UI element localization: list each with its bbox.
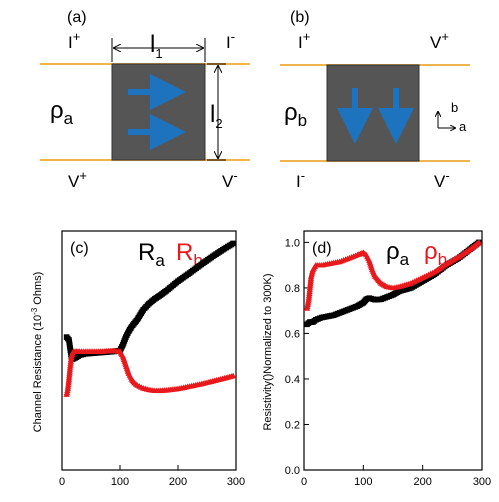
chart-d-ytick-label: 0.0 [285,465,300,477]
chart-d-legend-rho-a: ρa [386,238,410,269]
chart-d-series-b [303,239,483,311]
chart-c-legend-rb: Rb [176,239,203,270]
chart-c-panel-label: (c) [70,240,89,257]
panel-b-schematic: (b) I+ V+ I- V- ρb b a [280,9,470,191]
chart-d-xtick-label: 300 [473,476,491,488]
chart-d-legend-rho-b: ρb [424,238,447,269]
panel-b-terminal-bottom-left: I- [296,168,305,191]
l2-label: l2 [210,101,223,131]
chart-c-xtick-label: 0 [59,476,65,488]
panel-b-sample [326,64,420,162]
panel-b-terminal-top-right: V+ [430,29,449,52]
l1-label: l1 [150,31,163,61]
panel-a-terminal-bottom-left: V+ [68,168,87,191]
chart-d-ytick-label: 0.4 [285,374,300,386]
chart-c-xtick-label: 300 [227,476,245,488]
panel-b-label: (b) [290,9,310,26]
panel-a-terminal-top-right: I- [226,29,235,52]
chart-d-xtick-label: 200 [413,476,431,488]
panel-a-rho: ρa [50,97,74,128]
a-axis-label: a [459,119,467,134]
chart-d-xtick-label: 100 [354,476,372,488]
panel-a-label: (a) [67,9,87,26]
chart-d-xtick-label: 0 [301,476,307,488]
panel-a-schematic: (a) l1 l2 I+ I- V+ V- ρa [40,9,250,191]
panel-b-terminal-bottom-right: V- [434,168,450,191]
chart-d-ytick-label: 0.2 [285,419,300,431]
panel-b-rho: ρb [284,99,307,130]
panel-b-terminal-top-left: I+ [298,29,310,52]
panel-a-terminal-top-left: I+ [68,29,80,52]
chart-c-point [230,240,236,247]
chart-c: (c) Ra Rb Channel Resistance (10-3 Ohms)… [30,230,245,488]
chart-c-series-b [63,347,237,397]
chart-d-ytick-label: 0.6 [285,328,300,340]
chart-c-xtick-label: 200 [169,476,187,488]
panel-a-terminal-bottom-right: V- [222,168,238,191]
chart-d-panel-label: (d) [312,240,332,257]
chart-c-point [229,372,237,379]
chart-c-xtick-label: 100 [111,476,129,488]
chart-d-point [475,239,483,245]
chart-d-ytick-label: 1.0 [285,237,300,249]
chart-d: (d) ρa ρb Resistivity()Normalized to 300… [262,230,491,488]
b-axis-label: b [451,100,458,115]
chart-d-ytick-label: 0.8 [285,283,300,295]
chart-d-ylabel: Resistivity()Normalized to 300K) [262,273,274,430]
panel-a-sample [111,63,206,161]
chart-c-legend-ra: Ra [138,239,165,270]
chart-d-frame [303,230,483,471]
chart-c-frame [61,230,237,471]
chart-c-ylabel: Channel Resistance (10-3 Ohms) [30,272,44,433]
